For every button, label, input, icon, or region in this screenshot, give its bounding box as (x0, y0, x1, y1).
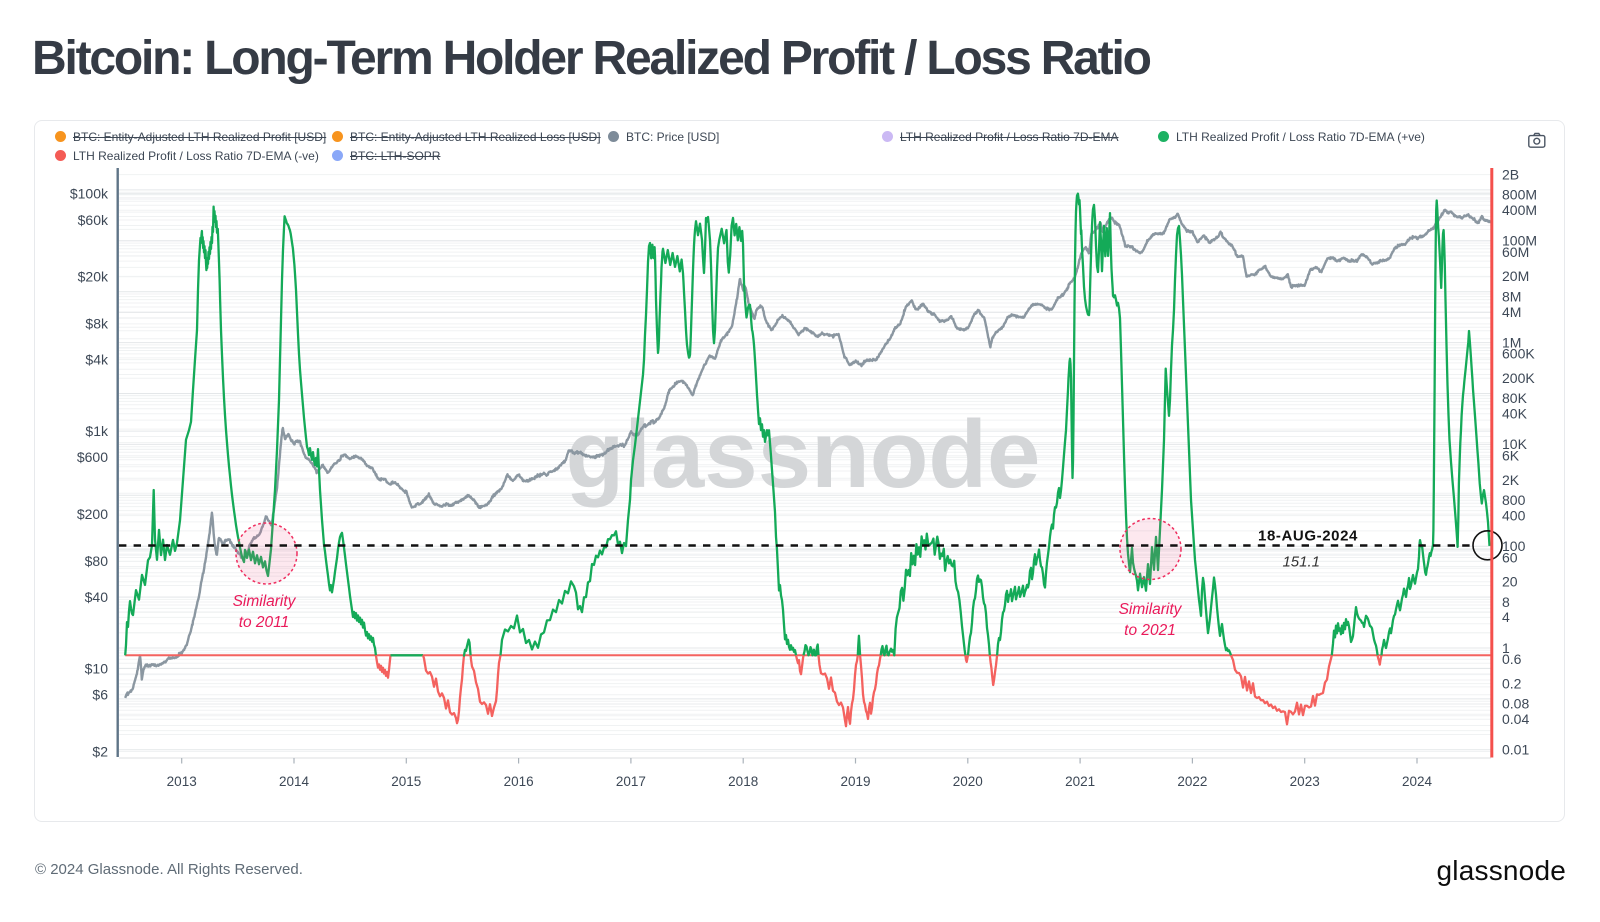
svg-text:18-AUG-2024: 18-AUG-2024 (1258, 528, 1358, 545)
svg-text:1M: 1M (1502, 334, 1521, 350)
svg-text:100M: 100M (1502, 233, 1537, 249)
svg-text:to 2011: to 2011 (239, 614, 290, 631)
svg-text:$100k: $100k (70, 186, 109, 202)
svg-text:0.01: 0.01 (1502, 742, 1529, 758)
svg-text:2020: 2020 (953, 774, 983, 789)
svg-text:2K: 2K (1502, 472, 1520, 488)
svg-text:$40: $40 (85, 589, 109, 605)
svg-text:glassnode: glassnode (566, 401, 1041, 508)
svg-text:8: 8 (1502, 594, 1510, 610)
svg-text:400M: 400M (1502, 202, 1537, 218)
svg-text:0.04: 0.04 (1502, 711, 1529, 727)
svg-text:0.2: 0.2 (1502, 675, 1522, 691)
svg-text:$6: $6 (92, 687, 108, 703)
svg-text:2022: 2022 (1177, 774, 1207, 789)
svg-text:2013: 2013 (167, 774, 197, 789)
svg-text:2017: 2017 (616, 774, 646, 789)
svg-text:4M: 4M (1502, 304, 1521, 320)
svg-text:2021: 2021 (1065, 774, 1095, 789)
svg-text:Similarity: Similarity (1119, 601, 1183, 618)
svg-text:1: 1 (1502, 640, 1510, 656)
svg-text:2014: 2014 (279, 774, 310, 789)
svg-text:60: 60 (1502, 549, 1518, 565)
svg-text:$600: $600 (77, 449, 108, 465)
svg-text:$20k: $20k (78, 268, 109, 284)
svg-text:$200: $200 (77, 506, 108, 522)
svg-text:Similarity: Similarity (233, 593, 297, 610)
svg-text:to 2021: to 2021 (1124, 622, 1176, 639)
svg-text:6K: 6K (1502, 447, 1520, 463)
svg-text:600K: 600K (1502, 346, 1535, 362)
svg-text:2B: 2B (1502, 166, 1519, 182)
svg-text:200K: 200K (1502, 370, 1535, 386)
svg-text:100: 100 (1502, 538, 1526, 554)
svg-text:$10: $10 (85, 660, 109, 676)
svg-text:0.6: 0.6 (1502, 651, 1522, 667)
svg-text:$1k: $1k (85, 423, 109, 439)
svg-text:20: 20 (1502, 574, 1518, 590)
svg-text:800: 800 (1502, 492, 1526, 508)
svg-text:0.08: 0.08 (1502, 696, 1529, 712)
svg-text:151.1: 151.1 (1282, 554, 1320, 571)
svg-text:400: 400 (1502, 507, 1526, 523)
svg-text:2023: 2023 (1290, 774, 1320, 789)
svg-text:80K: 80K (1502, 390, 1528, 406)
svg-text:20M: 20M (1502, 268, 1529, 284)
svg-text:40K: 40K (1502, 406, 1528, 422)
svg-text:$80: $80 (85, 553, 109, 569)
svg-text:$2: $2 (92, 743, 108, 759)
svg-text:$4k: $4k (85, 351, 109, 367)
svg-text:2018: 2018 (728, 774, 758, 789)
svg-text:$60k: $60k (78, 212, 109, 228)
svg-text:60M: 60M (1502, 244, 1529, 260)
svg-text:2016: 2016 (504, 774, 534, 789)
svg-text:$8k: $8k (85, 316, 109, 332)
svg-text:2024: 2024 (1402, 774, 1433, 789)
svg-text:2019: 2019 (840, 774, 870, 789)
svg-text:2015: 2015 (391, 774, 421, 789)
svg-text:800M: 800M (1502, 187, 1537, 203)
svg-text:4: 4 (1502, 609, 1510, 625)
svg-text:10K: 10K (1502, 436, 1528, 452)
svg-text:8M: 8M (1502, 288, 1521, 304)
